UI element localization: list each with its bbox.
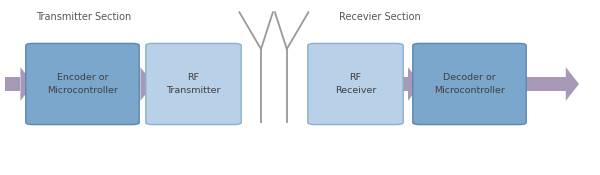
Polygon shape: [520, 77, 566, 91]
Text: Transmitter Section: Transmitter Section: [36, 12, 131, 22]
Polygon shape: [133, 77, 140, 91]
Polygon shape: [408, 67, 421, 101]
Polygon shape: [566, 67, 579, 101]
Polygon shape: [397, 77, 408, 91]
FancyBboxPatch shape: [146, 43, 241, 125]
FancyBboxPatch shape: [413, 43, 526, 125]
Polygon shape: [140, 67, 154, 101]
Polygon shape: [5, 77, 20, 91]
Text: Recevier Section: Recevier Section: [339, 12, 421, 22]
Text: Encoder or
Microcontroller: Encoder or Microcontroller: [47, 73, 118, 95]
FancyBboxPatch shape: [308, 43, 403, 125]
Text: RF
Transmitter: RF Transmitter: [166, 73, 221, 95]
Polygon shape: [20, 67, 34, 101]
Text: RF
Receiver: RF Receiver: [335, 73, 376, 95]
FancyBboxPatch shape: [26, 43, 139, 125]
Text: Decoder or
Microcontroller: Decoder or Microcontroller: [434, 73, 505, 95]
